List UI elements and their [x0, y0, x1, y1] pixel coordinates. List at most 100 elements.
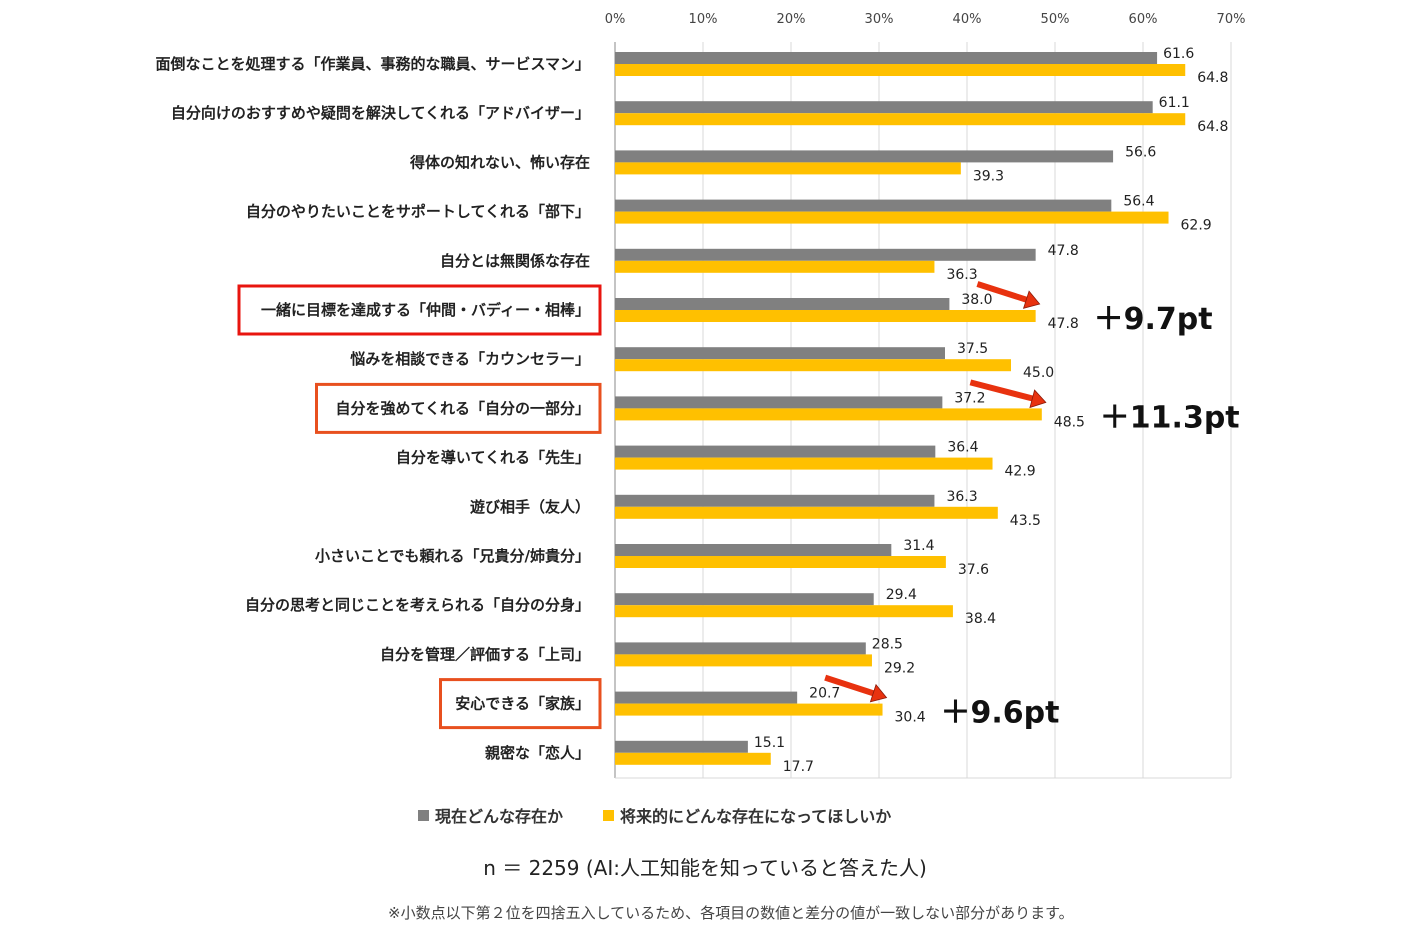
value-label-current: 37.5	[957, 341, 988, 357]
bar-chart: 0% 10% 20% 30% 40% 50% 60% 70% 面倒なことを処理する「作業員、事務…	[155, 12, 1246, 779]
value-label-current: 61.1	[1159, 95, 1190, 111]
legend-label-future: 将来的にどんな存在になってほしいか	[620, 807, 892, 826]
bar-current	[615, 52, 1158, 64]
bar-current	[615, 593, 874, 606]
difference-label: ＋9.6pt	[941, 696, 1060, 731]
highlight-box	[315, 382, 602, 434]
value-label-current: 38.0	[961, 292, 992, 308]
value-label-current: 36.4	[947, 440, 978, 456]
category-label: 遊び相手（友人）	[470, 498, 590, 516]
bar-future	[615, 506, 998, 519]
value-label-current: 31.4	[903, 538, 934, 554]
legend-label-current: 現在どんな存在か	[435, 807, 564, 826]
value-label-current: 37.2	[954, 390, 985, 406]
category-label: 自分を導いてくれる「先生」	[396, 449, 590, 467]
increase-arrow-head	[1022, 290, 1041, 309]
bar-future	[615, 359, 1011, 372]
bar-future	[615, 605, 953, 618]
legend-item-current: 現在どんな存在か	[418, 803, 563, 827]
value-label-future: 17.7	[783, 759, 814, 775]
x-tick-label: 70%	[1217, 12, 1246, 27]
category-label: 小さいことでも頼れる「兄貴分/姉貴分」	[315, 547, 590, 565]
legend: 現在どんな存在か 将来的にどんな存在になってほしいか	[418, 803, 891, 827]
category-label: 自分を管理／評価する「上司」	[380, 645, 590, 663]
x-tick-label: 60%	[1129, 12, 1158, 27]
x-tick-label: 50%	[1041, 12, 1070, 27]
highlight-box	[237, 284, 602, 336]
value-label-current: 36.3	[946, 489, 977, 505]
bar-future	[615, 260, 935, 273]
bar-future	[615, 162, 961, 175]
bar-current	[615, 101, 1153, 114]
value-label-future: 62.9	[1181, 218, 1212, 234]
value-label-future: 64.8	[1197, 70, 1228, 86]
category-label: 自分のやりたいことをサポートしてくれる「部下」	[246, 203, 590, 221]
x-tick-label: 20%	[777, 12, 806, 27]
category-label: 親密な「恋人」	[485, 744, 590, 762]
bar-future	[615, 211, 1169, 224]
value-label-future: 29.2	[884, 660, 915, 676]
category-label: 自分を強めてくれる「自分の一部分」	[335, 399, 590, 417]
value-label-future: 48.5	[1054, 414, 1085, 430]
sample-size-note: n ＝ 2259 (AI:人工知能を知っていると答えた人)	[483, 856, 927, 880]
value-label-current: 15.1	[754, 735, 785, 751]
difference-label: ＋9.7pt	[1094, 302, 1213, 337]
bar-current	[615, 494, 935, 507]
rounding-footnote: ※小数点以下第２位を四捨五入しているため、各項目の数値と差分の値が一致しない部分…	[388, 904, 1074, 922]
value-label-future: 36.3	[946, 267, 977, 283]
value-label-current: 28.5	[872, 636, 903, 652]
category-label: 自分向けのおすすめや疑問を解決してくれる「アドバイザー」	[171, 104, 590, 122]
bar-current	[615, 248, 1036, 261]
difference-label: ＋11.3pt	[1100, 400, 1240, 435]
increase-arrow	[824, 674, 882, 699]
value-label-future: 38.4	[965, 611, 996, 627]
value-label-current: 56.4	[1123, 194, 1154, 210]
value-label-future: 64.8	[1197, 119, 1228, 135]
bar-future	[615, 310, 1036, 322]
bar-current	[615, 150, 1114, 163]
x-tick-label: 0%	[605, 12, 626, 27]
bar-future	[615, 457, 993, 470]
bar-current	[615, 347, 945, 360]
bar-current	[615, 691, 798, 704]
value-label-future: 37.6	[958, 562, 989, 578]
category-label: 悩みを相談できる「カウンセラー」	[349, 350, 590, 368]
bar-current	[615, 740, 748, 753]
value-label-current: 47.8	[1048, 243, 1079, 259]
bar-current	[615, 544, 892, 556]
bar-current	[615, 642, 866, 655]
value-label-future: 45.0	[1023, 365, 1054, 381]
category-label: 得体の知れない、怖い存在	[409, 153, 590, 171]
category-label: 面倒なことを処理する「作業員、事務的な職員、サービスマン」	[155, 55, 590, 73]
increase-arrow-head	[1029, 389, 1047, 409]
value-label-future: 42.9	[1005, 464, 1036, 480]
legend-item-future: 将来的にどんな存在になってほしいか	[603, 803, 891, 827]
category-label: 自分の思考と同じことを考えられる「自分の分身」	[245, 596, 590, 614]
category-label: 一緒に目標を達成する「仲間・バディー・相棒」	[261, 301, 590, 319]
bar-future	[615, 556, 946, 568]
bar-current	[615, 298, 950, 310]
increase-arrow	[976, 281, 1035, 305]
value-label-future: 39.3	[973, 168, 1004, 184]
category-label: 自分とは無関係な存在	[440, 252, 590, 270]
bar-future	[615, 113, 1186, 126]
bar-future	[615, 752, 771, 765]
bar-current	[615, 199, 1112, 212]
value-label-current: 20.7	[809, 686, 840, 702]
legend-swatch-future	[603, 809, 615, 821]
increase-arrow-head	[869, 683, 888, 703]
x-tick-label: 30%	[865, 12, 894, 27]
bar-current	[615, 396, 943, 409]
value-label-current: 61.6	[1163, 46, 1194, 62]
bar-future	[615, 703, 883, 716]
x-tick-label: 10%	[689, 12, 718, 27]
bar-future	[615, 64, 1186, 76]
bar-future	[615, 408, 1042, 421]
bar-current	[615, 445, 936, 458]
value-label-future: 43.5	[1010, 513, 1041, 529]
value-label-future: 47.8	[1048, 316, 1079, 332]
bar-future	[615, 654, 872, 667]
value-label-current: 29.4	[886, 587, 917, 603]
increase-arrow	[969, 379, 1041, 404]
legend-swatch-current	[418, 809, 429, 821]
